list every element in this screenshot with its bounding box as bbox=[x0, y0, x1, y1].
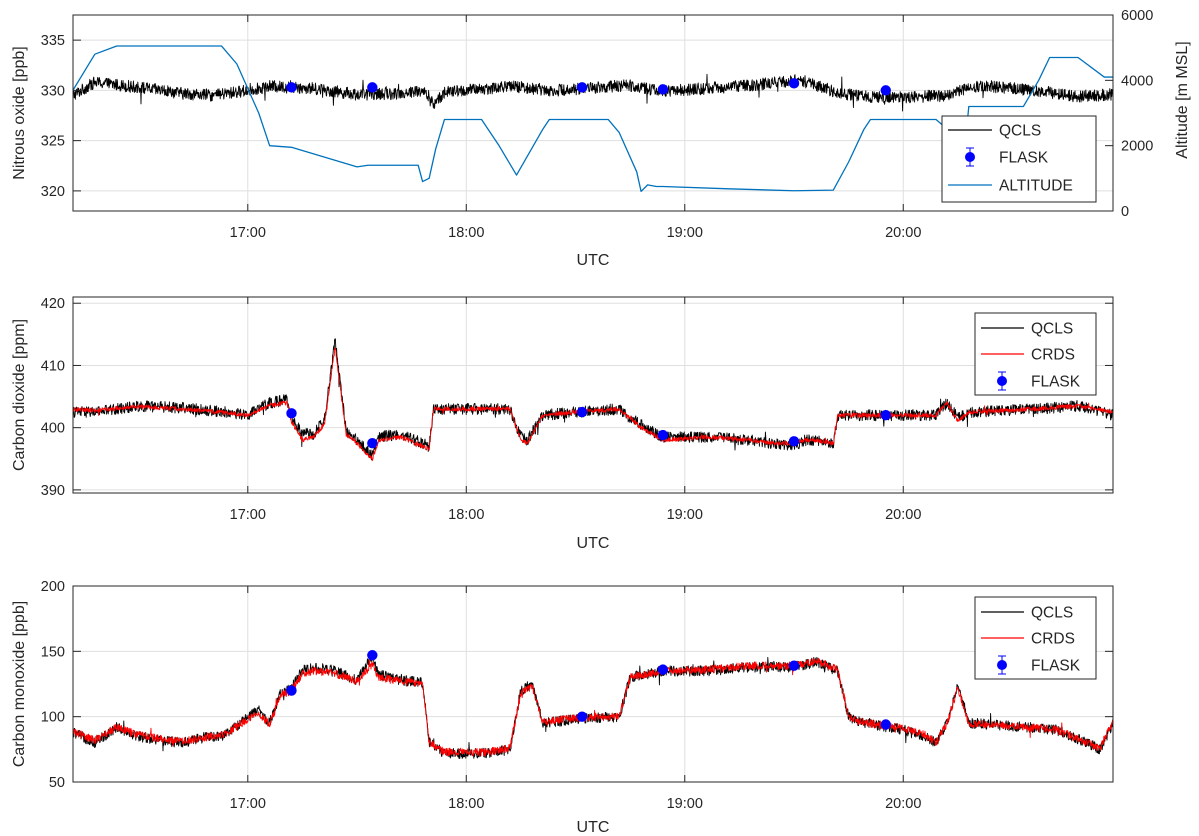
legend-label-qcls: QCLS bbox=[1031, 605, 1073, 622]
y-axis-label: Carbon monoxide [ppb] bbox=[11, 601, 28, 767]
flask-point bbox=[880, 719, 891, 730]
y-tick-label: 320 bbox=[41, 184, 65, 200]
series-flask bbox=[286, 78, 891, 96]
legend-label-flask: FLASK bbox=[1031, 658, 1081, 675]
series-qcls-line bbox=[73, 338, 1113, 461]
tick-labels: 17:00 18:00 19:00 20:00 320 325 330 335 0 2000 400… bbox=[41, 8, 1153, 241]
y-tick-label: 330 bbox=[41, 83, 65, 99]
flask-point bbox=[367, 82, 378, 93]
y-axis-label: Carbon dioxide [ppm] bbox=[11, 319, 28, 471]
legend-label-crds: CRDS bbox=[1031, 347, 1075, 364]
legend-label-flask: FLASK bbox=[999, 150, 1049, 167]
y-tick-label: 400 bbox=[41, 421, 65, 437]
legend: QCLS FLASK ALTITUDE bbox=[941, 115, 1097, 203]
y2-tick-label: 2000 bbox=[1121, 139, 1153, 155]
y-axis-label: Nitrous oxide [ppb] bbox=[11, 46, 28, 179]
x-tick-label: 17:00 bbox=[230, 225, 266, 241]
y2-tick-label: 0 bbox=[1121, 204, 1129, 220]
x-tick-label: 20:00 bbox=[885, 225, 921, 241]
flask-point bbox=[576, 406, 588, 418]
x-tick-label: 17:00 bbox=[230, 507, 266, 523]
x-axis-label: UTC bbox=[577, 819, 610, 836]
legend-swatch-flask bbox=[965, 147, 975, 167]
flask-point bbox=[286, 685, 297, 696]
legend: QCLS CRDS FLASK bbox=[974, 596, 1097, 680]
plot-area bbox=[73, 650, 1113, 759]
y-tick-label: 420 bbox=[41, 296, 65, 312]
flask-point bbox=[788, 436, 800, 447]
tick-labels: 17:00 18:00 19:00 20:00 50 100 150 200 bbox=[41, 579, 1113, 812]
y-tick-label: 50 bbox=[49, 775, 65, 791]
series-qcls-line bbox=[73, 73, 1113, 112]
flask-point bbox=[576, 82, 588, 93]
y-tick-label: 200 bbox=[41, 579, 65, 595]
x-tick-label: 18:00 bbox=[448, 507, 484, 523]
legend-label-qcls: QCLS bbox=[1031, 321, 1073, 338]
legend-label-qcls: QCLS bbox=[999, 123, 1041, 140]
x-axis-label: UTC bbox=[577, 535, 610, 552]
y-tick-label: 335 bbox=[41, 33, 65, 49]
x-tick-label: 20:00 bbox=[885, 796, 921, 812]
flask-point bbox=[576, 711, 588, 722]
carbon-monoxide-panel: 17:00 18:00 19:00 20:00 50 100 150 200 UTC Carb… bbox=[11, 579, 1114, 836]
series-crds-line bbox=[73, 657, 1113, 757]
flask-point bbox=[286, 82, 297, 93]
y-tick-label: 150 bbox=[41, 644, 65, 660]
legend-swatch-flask bbox=[997, 655, 1007, 675]
flask-point bbox=[657, 429, 669, 441]
y-tick-label: 100 bbox=[41, 710, 65, 726]
carbon-dioxide-panel: 17:00 18:00 19:00 20:00 390 400 410 420 UTC Car… bbox=[11, 296, 1114, 552]
plot-area bbox=[73, 338, 1113, 462]
y-tick-label: 410 bbox=[41, 358, 65, 374]
y-tick-label: 325 bbox=[41, 134, 65, 150]
flask-point bbox=[657, 84, 669, 95]
flask-point bbox=[286, 408, 297, 419]
series-crds-line bbox=[73, 347, 1113, 462]
series-flask bbox=[286, 406, 891, 449]
legend-label-crds: CRDS bbox=[1031, 631, 1075, 648]
legend: QCLS CRDS FLASK bbox=[974, 312, 1097, 396]
flask-point bbox=[880, 410, 891, 421]
legend-label-flask: FLASK bbox=[1031, 374, 1081, 391]
flask-point bbox=[657, 664, 669, 675]
x-tick-label: 19:00 bbox=[667, 796, 703, 812]
legend-label-altitude: ALTITUDE bbox=[999, 178, 1073, 195]
x-tick-label: 20:00 bbox=[885, 507, 921, 523]
flask-point bbox=[788, 660, 800, 671]
y2-tick-label: 6000 bbox=[1121, 8, 1153, 24]
tick-labels: 17:00 18:00 19:00 20:00 390 400 410 420 bbox=[41, 296, 1113, 523]
x-tick-label: 18:00 bbox=[448, 225, 484, 241]
grid bbox=[73, 297, 1113, 493]
x-tick-label: 18:00 bbox=[448, 796, 484, 812]
x-tick-label: 19:00 bbox=[667, 507, 703, 523]
y2-tick-label: 4000 bbox=[1121, 73, 1153, 89]
x-tick-label: 17:00 bbox=[230, 796, 266, 812]
nitrous-oxide-panel: 17:00 18:00 19:00 20:00 320 325 330 335 0 2000 400… bbox=[11, 8, 1191, 269]
x-tick-label: 19:00 bbox=[667, 225, 703, 241]
y2-axis-label: Altitude [m MSL] bbox=[1174, 41, 1191, 158]
flask-point bbox=[367, 438, 378, 449]
flask-point bbox=[788, 78, 800, 89]
x-axis-label: UTC bbox=[577, 252, 610, 269]
y-tick-label: 390 bbox=[41, 483, 65, 499]
flask-point bbox=[367, 650, 378, 661]
series-flask bbox=[286, 650, 891, 730]
flask-point bbox=[880, 85, 891, 96]
legend-swatch-flask bbox=[997, 371, 1007, 391]
